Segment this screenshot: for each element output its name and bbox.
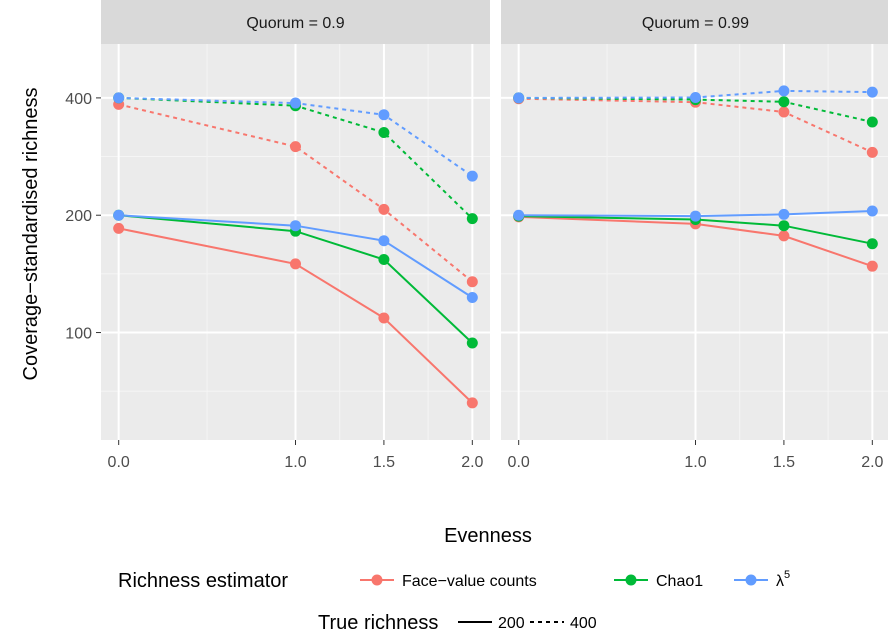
legend-label-superscript: 5 [784, 569, 790, 581]
data-point [466, 292, 478, 304]
data-point [513, 209, 525, 221]
series-line [118, 96, 473, 177]
data-point [113, 92, 125, 104]
data-point [466, 170, 478, 182]
x-tick-label: 1.5 [373, 454, 395, 471]
strip-background [101, 0, 490, 44]
x-tick-label: 1.0 [684, 454, 706, 471]
x-axis-title: Evenness [444, 525, 532, 547]
legend-key-point [371, 574, 383, 586]
data-point [778, 208, 790, 220]
data-point [466, 213, 478, 225]
data-point [378, 235, 390, 247]
series-line [118, 214, 473, 299]
data-point [690, 91, 701, 103]
data-point [378, 109, 390, 121]
legend-title-estimator: Richness estimator [118, 570, 288, 592]
y-tick-label: 200 [65, 208, 92, 225]
legend-item: Chao1 [614, 573, 703, 590]
strip-label: Quorum = 0.9 [246, 15, 344, 32]
legend-item: λ5 [734, 569, 790, 590]
series-line [518, 97, 873, 154]
data-point [866, 146, 878, 158]
strip-background [501, 0, 888, 44]
series-line [118, 214, 473, 344]
legend-key-point [625, 574, 637, 586]
series-line [118, 227, 473, 404]
series-line [518, 215, 873, 268]
x-tick-label: 1.0 [284, 454, 306, 471]
data-point [466, 276, 478, 288]
legend-item: 200 [458, 615, 525, 632]
data-point [466, 337, 478, 349]
series-line [518, 215, 873, 245]
series-line [118, 103, 473, 283]
x-tick-label: 0.0 [108, 454, 130, 471]
y-tick-label: 100 [65, 326, 92, 343]
data-point [466, 397, 478, 409]
panel-1: Quorum = 0.9 0.0 1.0 1.5 2.0 100 200 400 [65, 0, 490, 471]
data-point [866, 205, 878, 217]
data-point [513, 92, 525, 104]
x-tick-label: 0.0 [508, 454, 530, 471]
data-point [113, 222, 125, 234]
y-axis-title: Coverage−standardised richness [20, 88, 42, 381]
data-point [290, 97, 301, 109]
y-tick-label: 400 [65, 91, 92, 108]
data-point [866, 238, 878, 250]
x-tick-label: 2.0 [461, 454, 483, 471]
x-tick-label: 2.0 [861, 454, 883, 471]
legend-label: Chao1 [656, 573, 703, 590]
data-point [290, 220, 301, 232]
legend-item: Face−value counts [360, 573, 537, 590]
series-line [518, 89, 873, 99]
legend-key-point [745, 574, 757, 586]
data-point [378, 253, 390, 265]
data-point [778, 85, 790, 97]
data-point [866, 86, 878, 98]
data-point [690, 210, 701, 222]
data-point [778, 106, 790, 118]
data-point [378, 312, 390, 324]
data-point [290, 141, 301, 153]
data-point [290, 258, 301, 270]
series-line [118, 96, 473, 220]
legend-label: λ5 [776, 569, 790, 590]
series-line [518, 210, 873, 218]
data-point [866, 260, 878, 272]
legend-label: 200 [498, 615, 525, 632]
series-line [518, 96, 873, 123]
strip-label: Quorum = 0.99 [642, 15, 749, 32]
chart-panels: Quorum = 0.90.0 1.0 1.5 2.0100200400Quorum … [65, 0, 888, 471]
data-point [378, 203, 390, 215]
legend-label: 400 [570, 615, 597, 632]
data-point [778, 220, 790, 232]
data-point [113, 209, 125, 221]
legend: Richness estimator Face−value counts Chao1… [118, 569, 790, 634]
panel-2: Quorum = 0.99 0.0 1.0 1.5 2.0 [501, 0, 888, 471]
legend-title-true-richness: True richness [318, 612, 438, 634]
legend-label: Face−value counts [402, 573, 537, 590]
x-tick-label: 1.5 [773, 454, 795, 471]
data-point [378, 127, 390, 139]
data-point [778, 230, 790, 242]
data-point [778, 96, 790, 108]
legend-item: 400 [530, 615, 597, 632]
data-point [866, 116, 878, 128]
